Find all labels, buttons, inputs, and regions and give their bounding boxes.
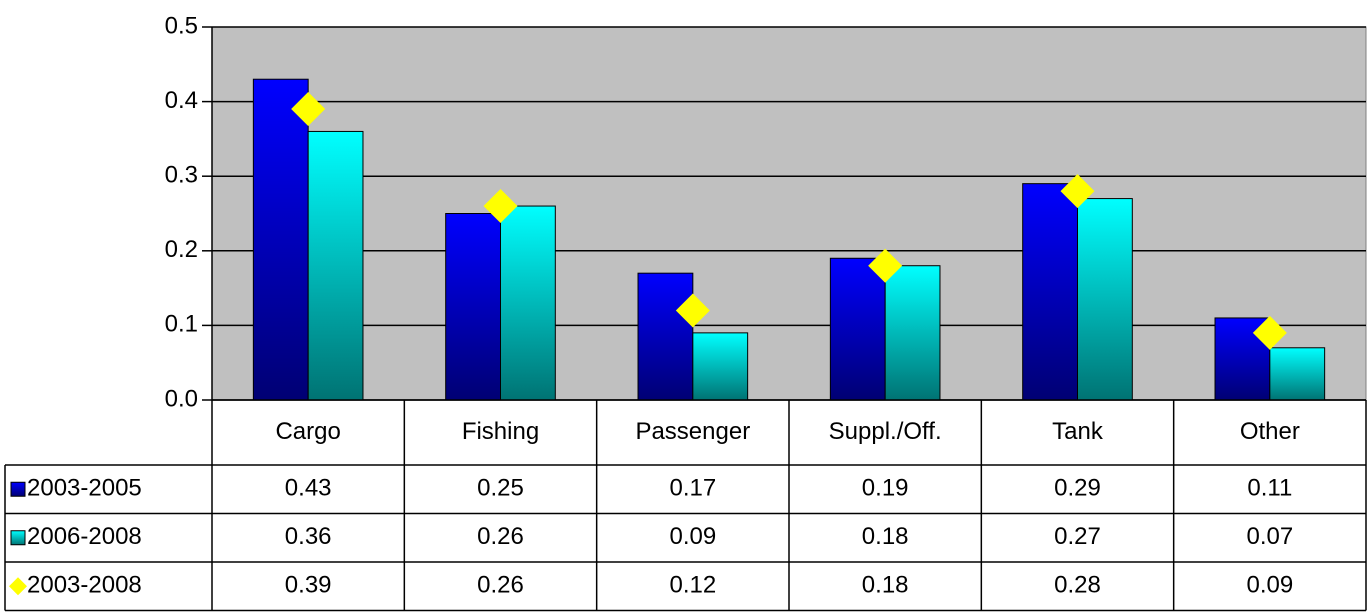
legend-label: 2006-2008 xyxy=(27,523,142,550)
table-value: 0.26 xyxy=(477,523,524,550)
table-value: 0.17 xyxy=(669,475,716,502)
table-value: 0.43 xyxy=(285,475,332,502)
table-value: 0.09 xyxy=(669,523,716,550)
y-tick-label: 0.1 xyxy=(165,311,198,338)
table-value: 0.12 xyxy=(669,572,716,599)
table-value: 0.29 xyxy=(1054,475,1101,502)
x-tick-label: Other xyxy=(1240,418,1300,445)
marker xyxy=(291,92,326,127)
table-value: 0.19 xyxy=(862,475,909,502)
legend-label: 2003-2008 xyxy=(27,572,142,599)
table-value: 0.18 xyxy=(862,523,909,550)
legend-key xyxy=(10,530,26,546)
plot-area xyxy=(211,26,1367,401)
table-value: 0.27 xyxy=(1054,523,1101,550)
marker xyxy=(675,293,710,328)
x-tick-label: Passenger xyxy=(635,418,750,445)
y-tick-label: 0.5 xyxy=(165,12,198,39)
x-tick-label: Cargo xyxy=(275,418,340,445)
table-value: 0.39 xyxy=(285,572,332,599)
table-value: 0.25 xyxy=(477,475,524,502)
bar xyxy=(1077,198,1133,401)
legend-key xyxy=(10,481,26,497)
y-tick-label: 0.3 xyxy=(165,162,198,189)
y-tick-label: 0.0 xyxy=(165,385,198,412)
legend-label: 2003-2005 xyxy=(27,475,142,502)
bar xyxy=(637,272,694,401)
table-value: 0.09 xyxy=(1246,572,1293,599)
legend-key xyxy=(9,577,27,596)
marker xyxy=(483,189,518,224)
table-value: 0.28 xyxy=(1054,572,1101,599)
y-tick-label: 0.2 xyxy=(165,236,198,263)
marker xyxy=(1060,174,1095,209)
bar xyxy=(445,213,501,401)
x-tick-label: Suppl./Off. xyxy=(829,418,942,445)
table-value: 0.36 xyxy=(285,523,332,550)
marker xyxy=(1252,315,1287,350)
bar xyxy=(884,265,941,401)
table-value: 0.11 xyxy=(1247,475,1292,502)
y-tick-label: 0.4 xyxy=(165,87,198,114)
x-tick-label: Tank xyxy=(1052,418,1104,445)
marker xyxy=(868,248,903,283)
bar xyxy=(307,130,364,401)
table-value: 0.18 xyxy=(862,572,909,599)
table-value: 0.07 xyxy=(1246,523,1293,550)
bar xyxy=(1022,183,1078,401)
bar xyxy=(252,78,309,401)
bar xyxy=(500,205,556,401)
bar xyxy=(829,257,886,401)
x-tick-label: Fishing xyxy=(462,418,539,445)
bar xyxy=(1269,347,1326,401)
bar xyxy=(692,332,749,401)
table-value: 0.26 xyxy=(477,572,524,599)
